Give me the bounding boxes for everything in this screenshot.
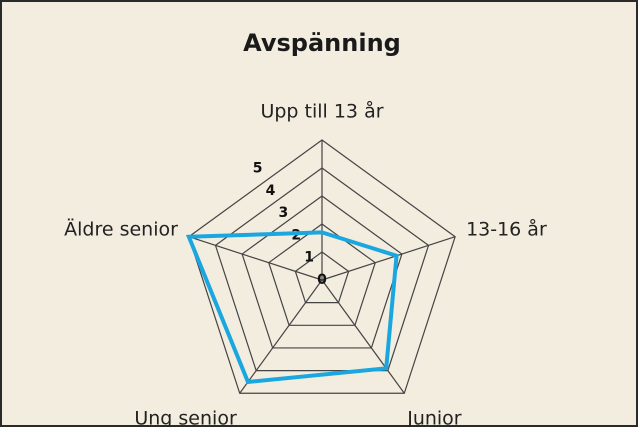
- category-label: Äldre senior: [64, 217, 178, 240]
- grid-ring: [294, 251, 350, 304]
- tick-label: 5: [253, 160, 263, 176]
- chart-title: Avspänning: [243, 29, 401, 57]
- grid-ring: [214, 167, 430, 372]
- tick-label: 2: [291, 227, 301, 243]
- category-label: 13-16 år: [466, 217, 547, 240]
- axis-spoke: [239, 279, 323, 394]
- tick-label: 0: [317, 272, 327, 288]
- tick-label: 1: [304, 250, 314, 266]
- grid-ring: [241, 195, 403, 349]
- category-label: Junior: [406, 408, 462, 427]
- tick-label: 4: [266, 183, 276, 199]
- series-line: [185, 230, 399, 385]
- grid-ring: [268, 223, 376, 326]
- axis-spoke: [321, 236, 456, 281]
- axis-spoke: [188, 236, 323, 281]
- tick-label: 3: [278, 205, 288, 221]
- axis-spoke: [321, 279, 405, 394]
- category-label: Ung senior: [134, 408, 237, 427]
- category-label: Upp till 13 år: [260, 100, 383, 123]
- grid-ring: [188, 139, 456, 394]
